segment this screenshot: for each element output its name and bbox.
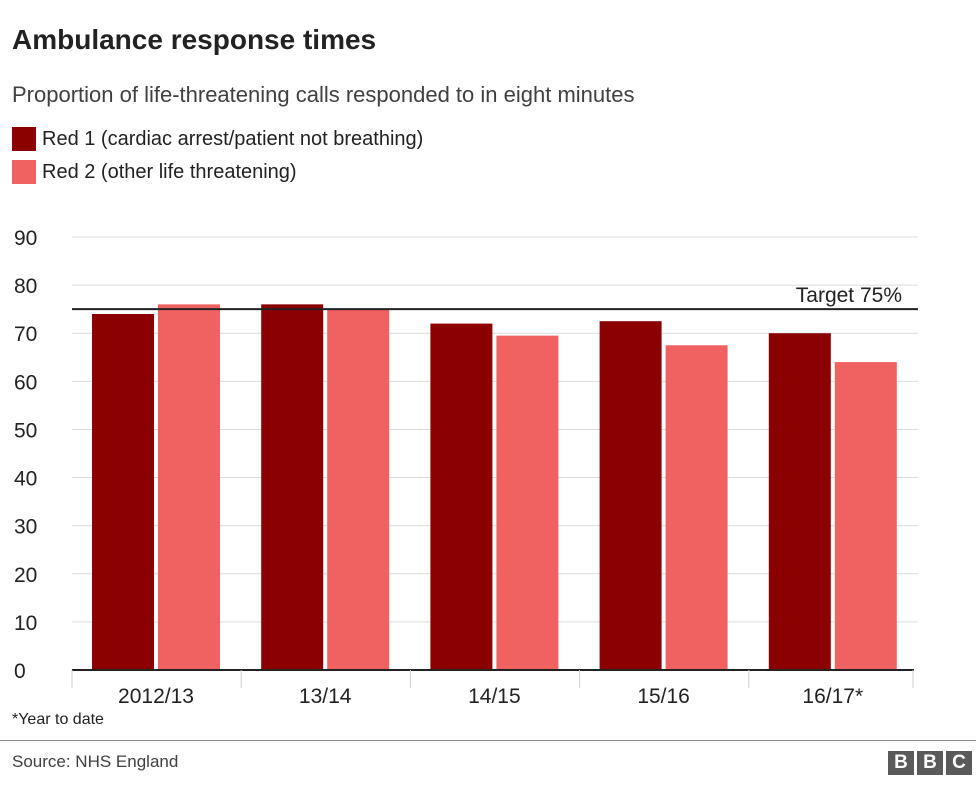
- y-tick-label: 50: [14, 419, 37, 442]
- bar-red-2: [665, 345, 728, 670]
- bar-red-1: [92, 313, 154, 670]
- legend-swatch-red-1: [12, 127, 36, 151]
- x-tick-label: 2012/13: [118, 685, 194, 708]
- legend-label-red-2: Red 2 (other life threatening): [42, 160, 297, 183]
- y-tick-label: 40: [14, 468, 37, 491]
- y-tick-label: 60: [14, 371, 37, 394]
- legend-item-red-2: Red 2 (other life threatening): [12, 159, 297, 185]
- footer-divider: [0, 740, 976, 741]
- source-note: Source: NHS England: [12, 752, 179, 771]
- y-tick-label: 90: [14, 227, 37, 250]
- legend-label-red-1: Red 1 (cardiac arrest/patient not breath…: [42, 127, 424, 150]
- x-tick-label: 14/15: [468, 685, 521, 708]
- bar-red-1: [599, 321, 662, 670]
- y-tick-label: 80: [14, 275, 37, 298]
- bar-red-2: [158, 304, 220, 670]
- y-tick-label: 70: [14, 323, 37, 346]
- y-tick-label: 30: [14, 516, 37, 539]
- chart-title: Ambulance response times: [12, 24, 377, 55]
- y-tick-label: 20: [14, 564, 37, 587]
- bar-red-2: [496, 335, 559, 670]
- y-tick-label: 10: [14, 612, 37, 635]
- x-tick-label: 13/14: [299, 685, 352, 708]
- bar-red-1: [261, 304, 324, 670]
- bbc-logo-letter: B: [888, 751, 914, 775]
- bar-red-2: [834, 362, 897, 670]
- chart-subtitle: Proportion of life-threatening calls res…: [12, 82, 635, 107]
- x-tick-label: 16/17*: [802, 685, 863, 708]
- target-label: Target 75%: [796, 284, 902, 307]
- legend-swatch-red-2: [12, 160, 36, 184]
- bar-red-1: [430, 323, 493, 670]
- bbc-logo-letter: C: [946, 751, 972, 775]
- y-tick-label: 0: [14, 660, 26, 683]
- bbc-logo-letter: B: [917, 751, 943, 775]
- legend-item-red-1: Red 1 (cardiac arrest/patient not breath…: [12, 126, 423, 152]
- bbc-logo: B B C: [888, 751, 972, 775]
- bar-red-1: [768, 333, 831, 670]
- footnote: *Year to date: [12, 711, 104, 728]
- bar-red-2: [327, 309, 390, 670]
- x-tick-label: 15/16: [637, 685, 690, 708]
